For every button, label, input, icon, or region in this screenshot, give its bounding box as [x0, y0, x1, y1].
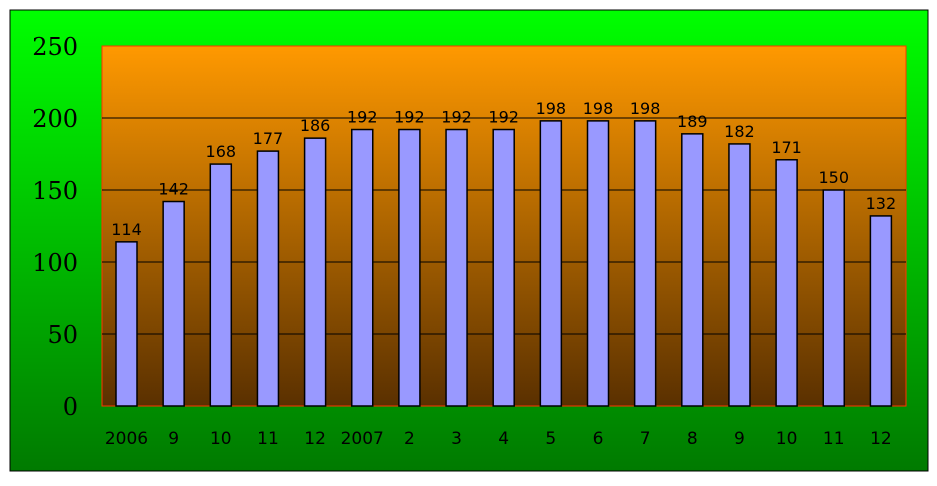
bar: [822, 189, 845, 407]
x-tick-label: 7: [640, 429, 651, 449]
x-tick-label: 8: [687, 429, 698, 449]
data-label: 142: [158, 180, 189, 199]
x-tick-label: 6: [593, 429, 604, 449]
bar: [492, 128, 515, 407]
bar: [586, 120, 610, 407]
data-label: 132: [866, 194, 897, 213]
data-label: 192: [488, 108, 519, 127]
data-label: 171: [771, 138, 802, 157]
y-tick-label: 50: [47, 321, 78, 349]
x-tick-label: 11: [257, 429, 279, 449]
x-tick-label: 2006: [105, 429, 148, 449]
bar: [775, 159, 798, 407]
x-tick-label: 12: [304, 429, 326, 449]
y-tick-label: 150: [32, 177, 78, 205]
bar: [539, 120, 563, 407]
bar: [209, 163, 233, 407]
x-tick-label: 4: [498, 429, 509, 449]
bar: [869, 215, 893, 407]
data-label: 150: [818, 168, 849, 187]
data-label: 114: [111, 220, 142, 239]
data-label: 177: [253, 129, 284, 148]
data-label: 182: [724, 122, 755, 141]
bar: [162, 200, 185, 407]
data-label: 168: [206, 142, 237, 161]
bar: [445, 128, 468, 407]
data-label: 192: [394, 108, 425, 127]
data-label: 192: [347, 108, 378, 127]
bar: [351, 128, 374, 407]
y-tick-label: 250: [32, 33, 78, 61]
data-label: 192: [441, 108, 472, 127]
bar: [681, 133, 704, 407]
x-tick-label: 12: [870, 429, 892, 449]
y-tick-label: 0: [63, 393, 78, 421]
bar: [303, 137, 327, 407]
x-tick-label: 10: [210, 429, 232, 449]
x-tick-label: 10: [776, 429, 798, 449]
data-label: 186: [300, 116, 331, 135]
bar: [728, 143, 751, 407]
data-label: 198: [536, 99, 567, 118]
bar: [398, 128, 421, 407]
bar: [256, 150, 280, 407]
y-axis-ticks: 0 50 100 150 200 250: [32, 33, 78, 421]
bar: [115, 241, 138, 407]
x-tick-label: 2: [404, 429, 415, 449]
data-label: 189: [677, 112, 708, 131]
x-tick-label: 9: [734, 429, 745, 449]
x-tick-label: 3: [451, 429, 462, 449]
x-tick-label: 2007: [341, 429, 384, 449]
x-tick-label: 11: [823, 429, 845, 449]
bar: [633, 120, 657, 407]
y-tick-label: 100: [32, 249, 78, 277]
data-label: 198: [583, 99, 614, 118]
data-label: 198: [630, 99, 661, 118]
x-tick-label: 9: [168, 429, 179, 449]
y-tick-label: 200: [32, 105, 78, 133]
data-labels: 114 142 168 177 186 192 192 192 192 198 198 198 189 1…: [111, 99, 896, 239]
x-axis-ticks: 2006 9 10 11 12 2007 2 3 4 5 6 7 8 9 10 11 12: [105, 429, 892, 449]
x-tick-label: 5: [545, 429, 556, 449]
bars: [115, 120, 893, 407]
